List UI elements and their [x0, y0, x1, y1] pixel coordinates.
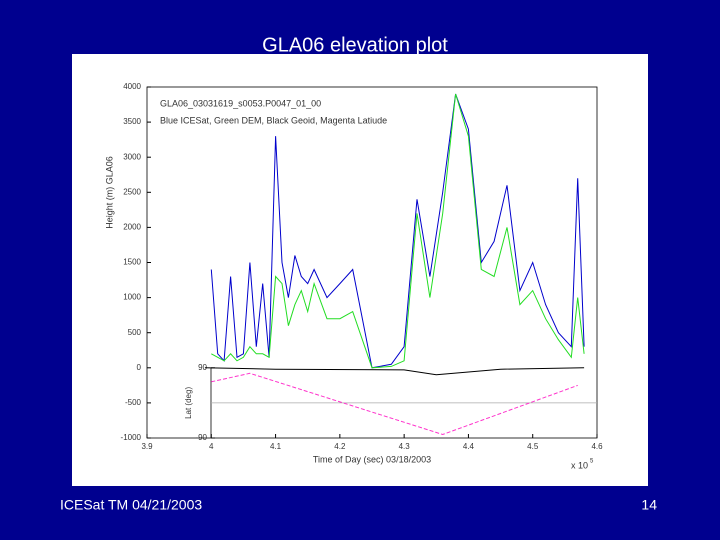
x-tick-label: 4.3	[399, 442, 411, 451]
data-line	[210, 93, 585, 369]
data-line	[211, 93, 585, 369]
x-tick-label: 4	[209, 442, 214, 451]
y-tick-label: 0	[137, 363, 142, 372]
x-tick-label: 4.1	[270, 442, 282, 451]
data-line	[204, 367, 585, 376]
y-tick-label: 1000	[123, 293, 141, 302]
y-tick-label: -1000	[121, 433, 142, 442]
x-tick-label: 4.4	[463, 442, 475, 451]
x-scale-exponent: 5	[590, 459, 594, 465]
y2-tick-label: -90	[195, 433, 207, 442]
y2-tick-label: 90	[198, 363, 207, 372]
x-axis-label: Time of Day (sec) 03/18/2003	[313, 454, 431, 464]
slide-title: GLA06 elevation plot	[262, 34, 448, 56]
x-tick-label: 3.9	[141, 442, 153, 451]
chart-title: GLA06_03031619_s0053.P0047_01_00	[160, 98, 321, 108]
chart-image	[72, 54, 648, 486]
y-tick-label: 500	[128, 328, 142, 337]
x-tick-label: 4.5	[527, 442, 539, 451]
y-tick-label: 3000	[123, 152, 141, 161]
y-tick-label: 3500	[123, 117, 141, 126]
y-tick-label: 2500	[123, 187, 141, 196]
x-scale-label: x 10	[571, 460, 588, 470]
page-number: 14	[641, 497, 657, 513]
y-tick-label: 4000	[123, 82, 141, 91]
y2-axis-label: Lat (deg)	[184, 387, 193, 419]
footer: ICESat TM 04/21/2003	[60, 497, 202, 513]
y-axis-label: Height (m) GLA06	[104, 156, 114, 229]
y-tick-label: 1500	[123, 258, 141, 267]
chart-subtitle: Blue ICESat, Green DEM, Black Geoid, Mag…	[160, 115, 387, 125]
y-tick-label: 2000	[123, 223, 141, 232]
y-tick-label: -500	[125, 398, 142, 407]
data-line	[211, 372, 578, 436]
x-tick-label: 4.2	[334, 442, 346, 451]
x-tick-label: 4.6	[591, 442, 603, 451]
